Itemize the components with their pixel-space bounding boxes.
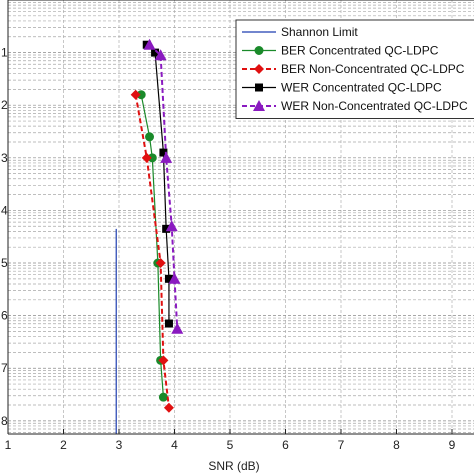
marker-diamond <box>155 258 166 269</box>
series-ber-concentrated-qc-ldpc <box>136 90 168 402</box>
marker-diamond <box>254 64 264 74</box>
marker-diamond <box>163 402 174 413</box>
x-axis-label: SNR (dB) <box>208 459 259 473</box>
legend-item: WER Concentrated QC-LDPC <box>242 81 442 95</box>
marker-square <box>255 83 263 92</box>
marker-diamond <box>141 152 152 163</box>
marker-triangle <box>143 38 156 50</box>
legend-label: BER Concentrated QC-LDPC <box>281 44 439 58</box>
x-tick-label: 3 <box>116 438 123 452</box>
marker-square <box>159 148 168 157</box>
x-tick-label: 6 <box>282 438 289 452</box>
tick-labels: 1 2 3 4 5 6 7 8 9 1 2 3 4 5 6 7 8 <box>1 46 456 452</box>
y-tick-label: 1 <box>1 46 8 60</box>
x-tick-label: 1 <box>5 438 12 452</box>
axes-layer <box>7 0 474 435</box>
legend-item: Shannon Limit <box>242 25 358 39</box>
marker-triangle <box>168 272 181 284</box>
marker-triangle <box>165 220 178 232</box>
x-tick-label: 8 <box>393 438 400 452</box>
x-tick-label: 5 <box>227 438 234 452</box>
legend-label: WER Non-Concentrated QC-LDPC <box>281 99 468 113</box>
series-layer <box>115 38 184 434</box>
legend-item: BER Concentrated QC-LDPC <box>242 44 439 58</box>
marker-circle <box>145 132 155 142</box>
marker-square <box>162 224 171 233</box>
legend-item: WER Non-Concentrated QC-LDPC <box>242 99 468 113</box>
marker-triangle <box>160 151 173 163</box>
marker-diamond <box>130 89 141 100</box>
y-tick-label: 2 <box>1 98 8 112</box>
marker-diamond <box>158 355 169 366</box>
y-tick-label: 6 <box>1 309 8 323</box>
y-tick-label: 8 <box>1 414 8 428</box>
marker-circle <box>254 46 264 55</box>
marker-square <box>151 48 160 57</box>
marker-triangle <box>253 100 265 111</box>
y-tick-label: 5 <box>1 256 8 270</box>
x-tick-label: 7 <box>338 438 345 452</box>
marker-square <box>164 274 173 283</box>
y-tick-label: 3 <box>1 151 8 165</box>
legend-label: WER Concentrated QC-LDPC <box>281 81 442 95</box>
marker-triangle <box>154 49 167 61</box>
x-tick-label: 9 <box>449 438 456 452</box>
legend: Shannon Limit BER Concentrated QC-LDPC BER… <box>235 19 474 119</box>
y-tick-label: 4 <box>1 203 8 217</box>
series-ber-non-concentrated-qc-ldpc <box>130 89 174 413</box>
y-tick-label: 7 <box>1 361 8 375</box>
legend-label: Shannon Limit <box>281 25 358 39</box>
legend-item: BER Non-Concentrated QC-LDPC <box>242 62 465 76</box>
series-wer-non-concentrated-qc-ldpc <box>143 38 184 334</box>
legend-label: BER Non-Concentrated QC-LDPC <box>281 62 465 76</box>
marker-circle <box>158 392 168 402</box>
x-tick-label: 4 <box>171 438 178 452</box>
series-line <box>140 94 164 398</box>
x-tick-label: 2 <box>60 438 67 452</box>
marker-square <box>164 319 173 328</box>
marker-triangle <box>171 322 184 334</box>
